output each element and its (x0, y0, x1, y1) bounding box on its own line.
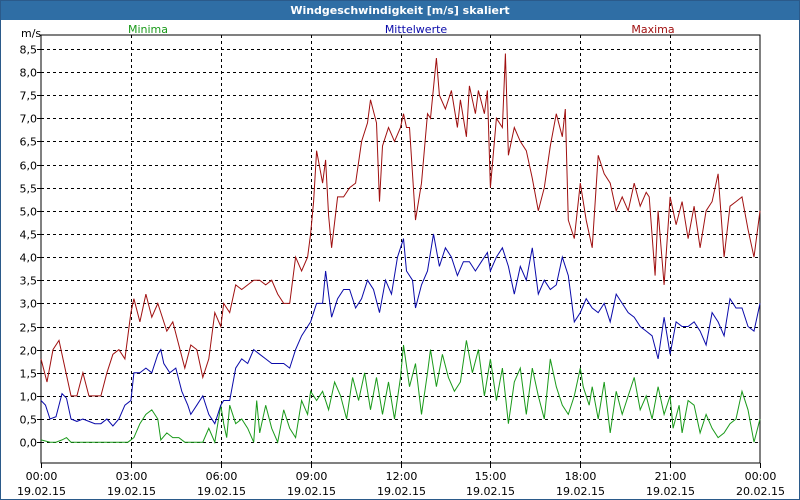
x-tick-time-label: 00:00 (745, 470, 777, 483)
series-line-mittelwerte (40, 233, 761, 427)
x-tick-date-label: 19.02.15 (107, 485, 156, 498)
y-axis-label: m/s (21, 27, 41, 40)
x-tick-date-label: 19.02.15 (466, 485, 515, 498)
x-tick-time-label: 21:00 (655, 470, 687, 483)
plot-area (40, 34, 761, 464)
x-tick-date-label: 19.02.15 (287, 485, 336, 498)
legend-minima: Minima (128, 23, 168, 36)
series-line-maxima (40, 53, 761, 397)
y-tick-label: 4,0 (20, 252, 38, 265)
x-tick-time-label: 12:00 (386, 470, 418, 483)
legend-maxima: Maxima (631, 23, 674, 36)
x-tick-time-label: 18:00 (565, 470, 597, 483)
x-tick-date-label: 20.02.15 (736, 485, 785, 498)
x-tick-date-label: 19.02.15 (197, 485, 246, 498)
legend: Minima Mittelwerte Maxima (128, 23, 675, 36)
legend-mittelwerte: Mittelwerte (385, 23, 448, 36)
series-line-minima (40, 340, 761, 444)
y-tick-label: 4,5 (20, 229, 38, 242)
y-tick-label: 6,5 (20, 136, 38, 149)
y-tick-label: 7,5 (20, 90, 38, 103)
y-tick-label: 1,5 (20, 368, 38, 381)
x-tick-date-label: 19.02.15 (646, 485, 695, 498)
y-tick-label: 8,5 (20, 44, 38, 57)
y-tick-label: 8,0 (20, 67, 38, 80)
y-tick-label: 5,5 (20, 183, 38, 196)
x-tick-time-label: 15:00 (475, 470, 507, 483)
y-tick-label: 7,0 (20, 113, 38, 126)
y-tick-label: 0,5 (20, 414, 38, 427)
x-tick-date-label: 19.02.15 (377, 485, 426, 498)
y-tick-label: 1,0 (20, 391, 38, 404)
y-tick-label: 3,0 (20, 298, 38, 311)
y-tick-label: 0,0 (20, 437, 38, 450)
x-tick-date-label: 19.02.15 (17, 485, 66, 498)
y-tick-label: 5,0 (20, 206, 38, 219)
x-tick-time-label: 00:00 (26, 470, 58, 483)
y-tick-label: 2,0 (20, 345, 38, 358)
axes: 0,0 0,5 1,0 1,5 2,0 2,5 3,0 3,5 4,0 4,5 5,0 5,5 6,0 6… (17, 27, 785, 498)
x-tick-time-label: 06:00 (206, 470, 238, 483)
x-tick-time-label: 09:00 (296, 470, 328, 483)
y-tick-label: 6,0 (20, 160, 38, 173)
x-tick-time-label: 03:00 (116, 470, 148, 483)
y-tick-label: 3,5 (20, 275, 38, 288)
chart-title: Windgeschwindigkeit [m/s] skaliert (1, 1, 799, 20)
x-tick-date-label: 19.02.15 (556, 485, 605, 498)
y-tick-label: 2,5 (20, 322, 38, 335)
series-layer (40, 53, 761, 444)
line-chart: 0,0 0,5 1,0 1,5 2,0 2,5 3,0 3,5 4,0 4,5 5,0 5,5 6,0 6… (17, 23, 785, 498)
